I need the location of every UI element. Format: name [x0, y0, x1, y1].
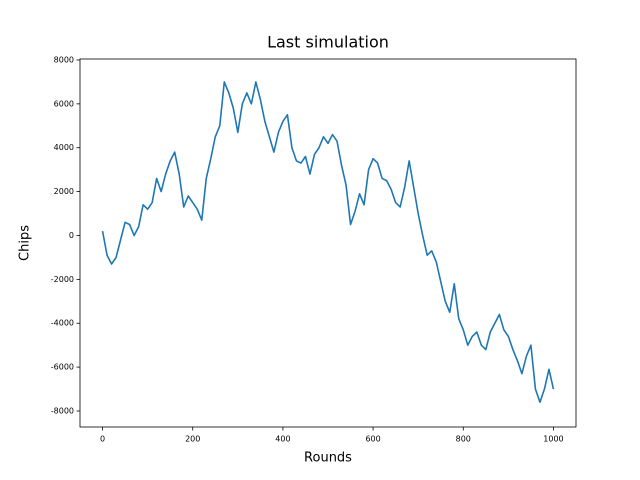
x-tick-label: 0 [100, 435, 105, 444]
y-tick-label: 0 [69, 231, 74, 240]
x-axis-label: Rounds [304, 451, 352, 466]
y-tick-label: -2000 [51, 275, 74, 284]
plot-frame [79, 58, 577, 428]
y-tick-label: -6000 [51, 363, 74, 372]
data-line [101, 81, 555, 404]
y-tick-label: 8000 [54, 55, 74, 64]
y-tick-label: 6000 [54, 99, 74, 108]
chart-title: Last simulation [267, 33, 389, 52]
y-tick-label: -4000 [51, 319, 74, 328]
x-tick-label: 400 [275, 435, 290, 444]
x-tick-label: 600 [365, 435, 380, 444]
y-tick-label: 4000 [54, 143, 74, 152]
y-axis-label: Chips [18, 225, 33, 261]
y-tick-label: -8000 [51, 406, 74, 415]
y-tick-label: 2000 [54, 187, 74, 196]
x-tick-label: 800 [456, 435, 471, 444]
x-tick-label: 200 [185, 435, 200, 444]
x-tick-label: 1000 [543, 435, 563, 444]
